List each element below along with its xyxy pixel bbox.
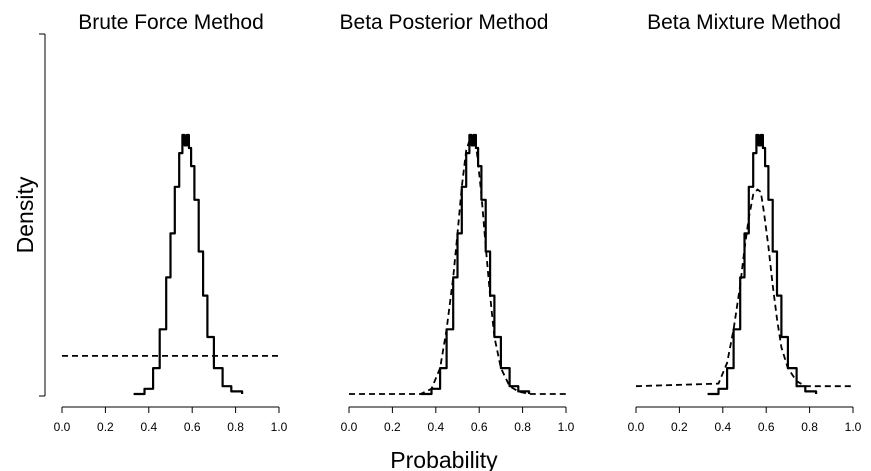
histogram-line xyxy=(420,133,531,396)
x-tick-label: 1.0 xyxy=(845,420,862,434)
panel-title: Beta Posterior Method xyxy=(340,11,549,34)
x-tick-label: 0.0 xyxy=(341,420,358,434)
x-tick-label: 0.2 xyxy=(384,420,401,434)
histogram-line xyxy=(133,133,244,396)
x-tick-label: 0.4 xyxy=(140,420,157,434)
panel-1: Brute Force Method 0.0 0.2 0.4 0.6 0.8 1.0 xyxy=(54,11,288,434)
panel-3: Beta Mixture Method 0.0 0.2 0.4 0.6 0.8 1.0 xyxy=(628,11,862,434)
histogram-line xyxy=(707,133,818,396)
x-tick-label: 0.4 xyxy=(427,420,444,434)
panel-2: Beta Posterior Method 0.0 0.2 0.4 0.6 0.8 1.0 xyxy=(340,11,575,434)
x-tick-label: 0.8 xyxy=(514,420,531,434)
x-tick-label: 0.6 xyxy=(758,420,775,434)
x-tick-label: 0.4 xyxy=(714,420,731,434)
panel-title: Brute Force Method xyxy=(78,11,264,34)
x-tick-label: 0.2 xyxy=(671,420,688,434)
x-axis-label: Probability xyxy=(390,447,498,471)
x-tick-label: 0.6 xyxy=(184,420,201,434)
panel-title: Beta Mixture Method xyxy=(647,11,841,34)
x-tick-label: 1.0 xyxy=(558,420,575,434)
x-tick-label: 0.0 xyxy=(54,420,71,434)
x-tick-label: 0.8 xyxy=(227,420,244,434)
x-tick-label: 0.0 xyxy=(628,420,645,434)
x-tick-label: 0.8 xyxy=(801,420,818,434)
x-tick-label: 1.0 xyxy=(271,420,288,434)
estimate-dashed-line xyxy=(635,188,853,388)
estimate-dashed-line xyxy=(349,134,566,395)
x-tick-label: 0.6 xyxy=(471,420,488,434)
y-axis-label: Density xyxy=(12,176,38,253)
x-tick-label: 0.2 xyxy=(97,420,114,434)
